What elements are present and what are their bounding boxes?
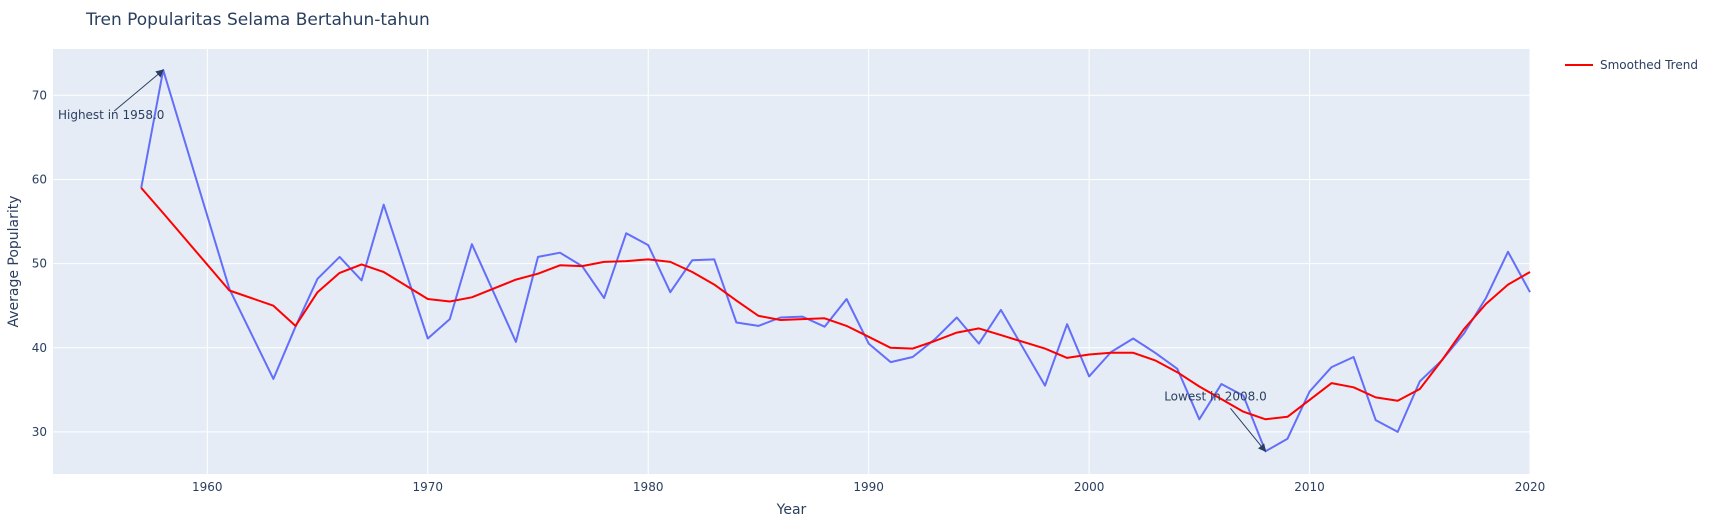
y-tick-label: 60 [32, 172, 47, 186]
x-axis-ticks: 1960 1970 1980 1990 2000 2010 2020 [192, 480, 1545, 494]
y-axis-ticks: 30 40 50 60 70 [32, 88, 47, 439]
y-tick-label: 70 [32, 88, 47, 102]
x-tick-label: 2020 [1515, 480, 1546, 494]
legend[interactable]: Smoothed Trend [1565, 58, 1698, 72]
series-line-raw [140, 69, 1531, 453]
x-tick-label: 2010 [1294, 480, 1325, 494]
annotation-label: Lowest in 2008.0 [1164, 389, 1267, 403]
x-tick-label: 1960 [192, 480, 223, 494]
annotation-arrow [1230, 407, 1267, 453]
series-line-smoothed-trend [140, 187, 1531, 421]
grid-lines [53, 49, 1531, 474]
legend-item-smoothed-trend[interactable]: Smoothed Trend [1565, 58, 1698, 72]
y-tick-label: 40 [32, 341, 47, 355]
legend-label: Smoothed Trend [1600, 58, 1698, 72]
annotation-label: Highest in 1958.0 [58, 108, 164, 122]
y-tick-label: 30 [32, 425, 47, 439]
x-tick-label: 1990 [853, 480, 884, 494]
x-tick-label: 1970 [412, 480, 443, 494]
chart-title: Tren Popularitas Selama Bertahun-tahun [85, 10, 430, 30]
series-layer [140, 69, 1531, 453]
x-axis-title: Year [776, 502, 807, 518]
x-tick-label: 2000 [1074, 480, 1105, 494]
annotation-arrow [113, 69, 164, 112]
y-tick-label: 50 [32, 257, 47, 271]
y-axis-title: Average Popularity [6, 195, 22, 327]
plot-area [53, 49, 1530, 474]
annotations: Highest in 1958.0 Lowest in 2008.0 [58, 69, 1267, 453]
x-tick-label: 1980 [633, 480, 664, 494]
